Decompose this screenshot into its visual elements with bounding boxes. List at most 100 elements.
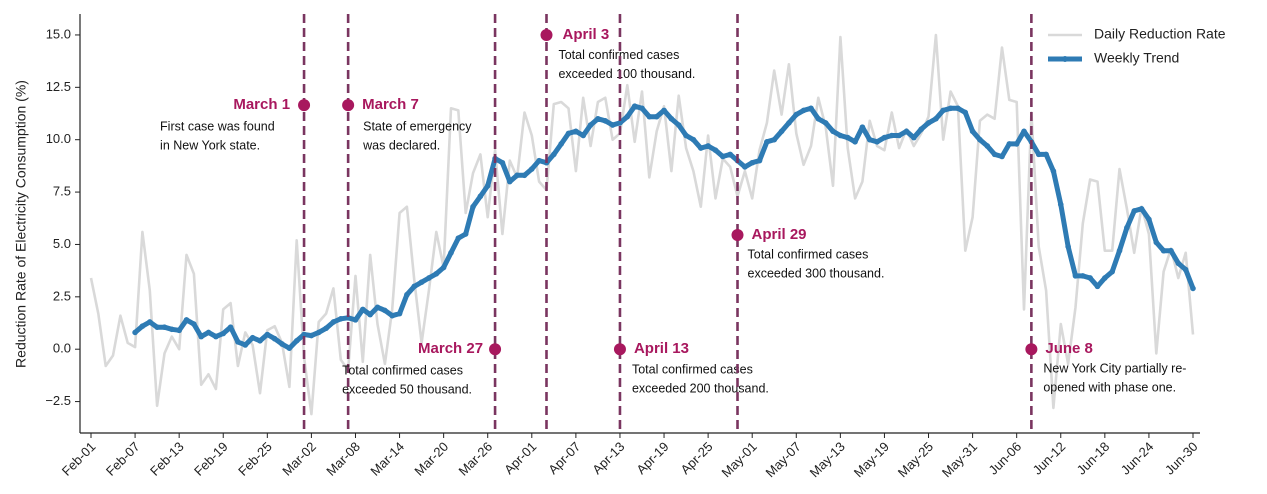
marker [675, 122, 682, 128]
marker [470, 203, 476, 210]
marker [1080, 273, 1086, 279]
event-text: exceeded 200 thousand. [632, 381, 769, 395]
marker [749, 159, 755, 166]
marker [639, 105, 645, 112]
marker [146, 319, 153, 325]
marker [1087, 275, 1093, 281]
marker [183, 317, 190, 323]
marker [859, 124, 866, 130]
x-tick-label: Apr-19 [633, 439, 671, 477]
marker [668, 115, 675, 122]
series-line [89, 33, 1195, 416]
marker [1160, 247, 1167, 254]
marker [896, 132, 902, 139]
marker [991, 151, 998, 158]
marker [257, 338, 263, 344]
marker [323, 325, 329, 332]
x-tick-label: May-13 [807, 439, 848, 480]
marker [1013, 141, 1020, 147]
marker [249, 334, 256, 341]
event-marker [489, 343, 502, 356]
marker [866, 136, 873, 143]
marker [477, 193, 484, 200]
marker [169, 326, 175, 333]
marker [235, 339, 241, 345]
marker [800, 107, 807, 114]
event-marker [1025, 343, 1038, 356]
marker [955, 105, 961, 112]
marker [815, 115, 822, 122]
marker [653, 113, 660, 120]
x-tick-label: Apr-07 [545, 439, 583, 477]
x-tick-label: May-01 [718, 439, 759, 480]
marker [1182, 266, 1189, 273]
marker [646, 113, 653, 120]
marker [161, 324, 168, 331]
marker [1131, 208, 1138, 214]
marker [595, 115, 601, 122]
marker [1175, 260, 1182, 267]
marker [1065, 243, 1071, 250]
x-tick-label: Apr-01 [501, 439, 539, 477]
marker [1057, 201, 1064, 208]
legend-label: Weekly Trend [1094, 50, 1179, 66]
y-tick-label: 7.5 [53, 184, 71, 199]
x-tick-label: Jun-30 [1162, 439, 1201, 478]
marker [191, 321, 197, 327]
marker [308, 332, 315, 339]
marker [1043, 151, 1049, 158]
marker [631, 103, 638, 109]
marker [925, 120, 932, 126]
marker [506, 178, 513, 185]
marker [242, 342, 249, 348]
x-tick-label: May-19 [851, 439, 892, 480]
event-label: March 7 [362, 96, 419, 113]
marker [205, 329, 212, 336]
marker [389, 312, 396, 319]
event-marker [613, 343, 626, 356]
marker [213, 333, 219, 340]
marker [271, 335, 278, 342]
event-text: Total confirmed cases [748, 247, 869, 261]
marker [720, 153, 726, 160]
marker [418, 279, 425, 285]
marker [852, 138, 858, 145]
x-tick-label: Mar-26 [456, 439, 496, 479]
marker [830, 128, 836, 135]
marker [624, 113, 631, 120]
marker [514, 172, 520, 179]
y-axis-label: Reduction Rate of Electricity Consumptio… [13, 80, 29, 368]
marker [580, 132, 587, 139]
marker [808, 105, 814, 112]
x-tick-label: Feb-07 [103, 439, 143, 479]
marker [264, 331, 271, 338]
marker [1153, 239, 1160, 246]
y-tick-label: −2.5 [45, 393, 71, 408]
marker [822, 120, 829, 126]
marker [573, 128, 579, 135]
marker [176, 327, 182, 334]
marker [154, 324, 160, 331]
marker [969, 128, 976, 135]
marker [712, 147, 719, 153]
marker [374, 304, 381, 311]
marker [962, 109, 969, 116]
y-tick-label: 12.5 [46, 79, 71, 94]
event-label: April 3 [562, 26, 609, 43]
event-text: Total confirmed cases [632, 362, 753, 376]
marker [367, 311, 373, 318]
marker [764, 138, 770, 145]
x-tick-label: Jun-18 [1074, 439, 1113, 478]
marker [330, 319, 337, 325]
event-label: March 1 [233, 96, 290, 113]
marker [727, 151, 733, 158]
marker [558, 141, 564, 147]
event-text: opened with phase one. [1043, 380, 1176, 394]
marker [352, 317, 359, 323]
marker [286, 345, 293, 351]
marker [448, 250, 454, 256]
marker [602, 118, 609, 124]
marker [198, 333, 204, 340]
marker [793, 111, 800, 118]
